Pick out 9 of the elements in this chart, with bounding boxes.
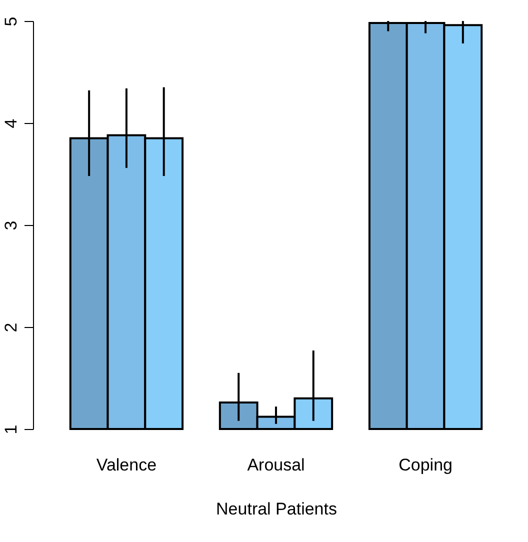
- x-tick-label: Coping: [398, 456, 452, 474]
- x-tick-label: Valence: [96, 456, 157, 474]
- y-tick-label: 5: [2, 16, 20, 26]
- x-tick-label: Arousal: [247, 456, 305, 474]
- y-tick-label: 3: [2, 220, 20, 230]
- y-tick-label: 2: [2, 322, 20, 332]
- y-tick-label: 4: [2, 118, 20, 128]
- x-axis-title: Neutral Patients: [216, 500, 337, 518]
- y-tick-label: 1: [2, 424, 20, 434]
